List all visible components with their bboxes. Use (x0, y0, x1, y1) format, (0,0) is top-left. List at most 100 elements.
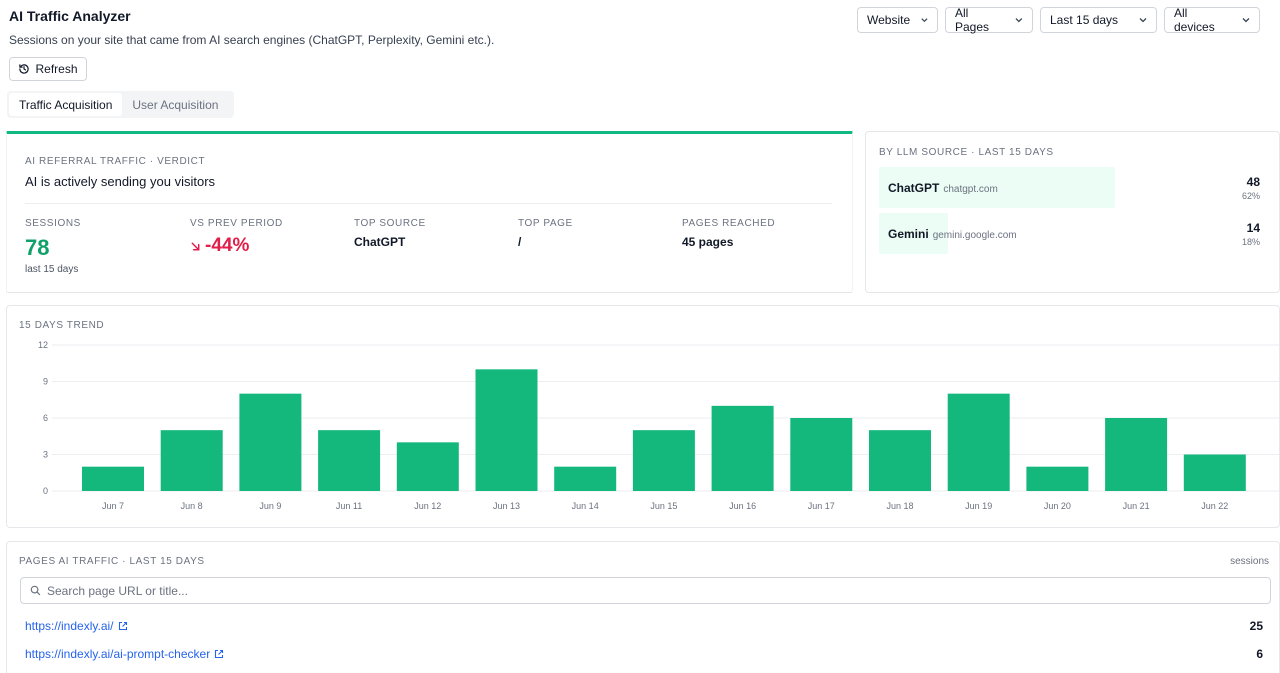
top-page-label: TOP PAGE (518, 218, 573, 229)
top-page-metric: TOP PAGE / (518, 218, 573, 249)
external-link-icon (118, 621, 127, 631)
search-icon (30, 585, 41, 596)
x-tick-label: Jun 22 (1201, 501, 1228, 511)
trend-bar-chart: 0 3 6 9 12 Jun 7 Jun 8 Jun 9 Jun 11 Jun 12 Jun 13 J… (38, 340, 1279, 511)
tab-traffic-acquisition[interactable]: Traffic Acquisition (9, 93, 123, 116)
sessions-metric: SESSIONS 78 last 15 days (25, 218, 81, 275)
top-source-metric: TOP SOURCE ChatGPT (354, 218, 426, 249)
x-tick-label: Jun 12 (414, 501, 441, 511)
page-search-box (20, 577, 1271, 604)
verdict-headline: AI is actively sending you visitors (25, 174, 216, 189)
device-select[interactable]: All devices (1164, 6, 1260, 34)
x-tick-label: Jun 15 (650, 501, 677, 511)
page-url: https://indexly.ai/ai-prompt-checker (25, 647, 211, 661)
x-tick-label: Jun 14 (572, 501, 599, 511)
pages-label: PAGES AI TRAFFIC · LAST 15 DAYS (19, 556, 205, 567)
page-subtitle: Sessions on your site that came from AI … (9, 33, 495, 47)
bar[interactable] (1105, 418, 1168, 491)
y-tick-label: 9 (43, 377, 48, 387)
bar[interactable] (632, 430, 695, 491)
change-metric: VS PREV PERIOD -44% (190, 218, 283, 257)
filter-bar: Website All Pages Last 15 days All devic… (857, 6, 1260, 34)
pages-reached-value: 45 pages (682, 235, 734, 249)
divider (25, 203, 832, 204)
source-row-gemini: Gemini gemini.google.com 14 18% (879, 213, 1260, 254)
bar[interactable] (82, 466, 144, 491)
source-name: Gemini (888, 227, 929, 241)
x-tick-label: Jun 7 (102, 501, 124, 511)
x-tick-label: Jun 19 (965, 501, 992, 511)
pages-reached-metric: PAGES REACHED 45 pages (682, 218, 775, 249)
bar[interactable] (947, 393, 1010, 491)
page-url: https://indexly.ai/ (25, 619, 114, 633)
x-tick-label: Jun 18 (886, 501, 913, 511)
tab-user-acquisition[interactable]: User Acquisition (132, 97, 219, 112)
acquisition-tabs: Traffic Acquisition User Acquisition (7, 91, 234, 118)
page-link[interactable]: https://indexly.ai/ai-prompt-checker (25, 647, 224, 661)
page-session-count: 6 (1256, 647, 1263, 661)
website-select[interactable]: Website (857, 7, 938, 33)
source-share-bar (879, 167, 1116, 208)
bar[interactable] (869, 430, 931, 491)
sessions-period: last 15 days (25, 264, 79, 275)
bar[interactable] (1183, 454, 1246, 492)
pages-reached-label: PAGES REACHED (682, 218, 776, 229)
trend-label: 15 DAYS TREND (19, 320, 105, 331)
chevron-down-icon (1242, 18, 1250, 23)
page-session-count: 25 (1249, 619, 1263, 633)
y-tick-label: 3 (43, 450, 48, 460)
date-range-select[interactable]: Last 15 days (1040, 7, 1157, 33)
y-tick-label: 6 (43, 413, 48, 423)
pages-card: PAGES AI TRAFFIC · LAST 15 DAYS sessions… (6, 541, 1280, 673)
date-range-select-label: Last 15 days (1050, 13, 1119, 27)
top-source-value: ChatGPT (354, 235, 406, 249)
source-row-chatgpt: ChatGPT chatgpt.com 48 62% (879, 167, 1260, 208)
change-value-wrap: -44% (190, 235, 283, 257)
page-search-input[interactable] (47, 583, 1270, 598)
trend-card: 15 DAYS TREND 0 3 6 9 12 Jun 7 Jun 8 Jun 9 Jun 1… (6, 305, 1280, 528)
bar[interactable] (396, 442, 459, 491)
bar[interactable] (160, 430, 223, 491)
change-label: VS PREV PERIOD (190, 218, 283, 229)
pages-select[interactable]: All Pages (945, 6, 1033, 34)
llm-source-label: BY LLM SOURCE · LAST 15 DAYS (879, 147, 1054, 158)
page-title: AI Traffic Analyzer (9, 8, 131, 24)
change-value: -44% (205, 235, 250, 256)
bar[interactable] (790, 418, 853, 491)
source-name-wrap: Gemini gemini.google.com (888, 227, 1017, 241)
top-page-value: / (518, 235, 522, 249)
bar[interactable] (711, 405, 774, 491)
y-tick-label: 12 (38, 340, 48, 350)
chevron-down-icon (1015, 18, 1023, 23)
chevron-down-icon (921, 18, 928, 23)
x-tick-label: Jun 17 (808, 501, 835, 511)
pages-metric-label: sessions (1230, 556, 1269, 567)
source-count: 48 (1246, 175, 1260, 189)
external-link-icon (215, 649, 224, 659)
refresh-button[interactable]: Refresh (9, 57, 87, 81)
website-select-label: Website (867, 13, 911, 27)
bar[interactable] (318, 430, 381, 491)
x-tick-label: Jun 21 (1123, 501, 1150, 511)
x-tick-label: Jun 8 (181, 501, 203, 511)
pages-select-label: All Pages (955, 6, 990, 34)
source-name: ChatGPT (888, 181, 940, 195)
device-select-label: All devices (1174, 6, 1215, 34)
bar[interactable] (239, 393, 302, 491)
bar[interactable] (554, 466, 617, 491)
verdict-card: AI REFERRAL TRAFFIC · VERDICT AI is acti… (6, 131, 853, 293)
page-link[interactable]: https://indexly.ai/ (25, 619, 128, 633)
source-domain: chatgpt.com (943, 184, 998, 195)
source-percent: 18% (1241, 237, 1260, 247)
source-share-bar (879, 213, 948, 254)
bar[interactable] (475, 369, 538, 491)
chevron-down-icon (1139, 18, 1147, 23)
llm-source-card: BY LLM SOURCE · LAST 15 DAYS ChatGPT chat… (865, 131, 1280, 293)
x-tick-label: Jun 13 (493, 501, 520, 511)
bar[interactable] (1026, 466, 1089, 491)
y-tick-label: 0 (43, 486, 48, 496)
arrow-down-right-icon (191, 242, 200, 250)
table-row: https://indexly.ai/ 25 (25, 617, 1263, 635)
sessions-value: 78 (25, 235, 50, 260)
top-source-label: TOP SOURCE (354, 218, 426, 229)
